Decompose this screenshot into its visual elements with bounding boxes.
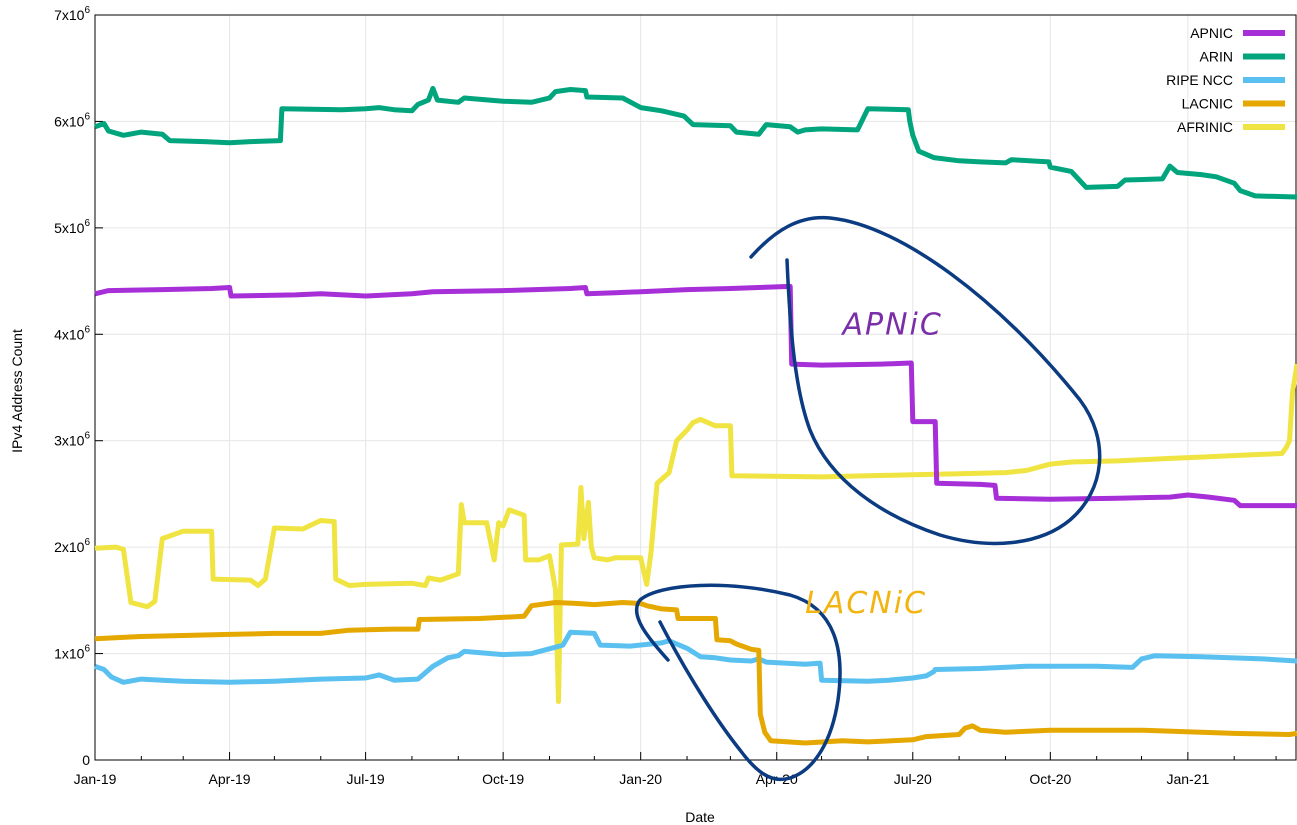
legend-label: RIPE NCC (1166, 72, 1233, 88)
y-tick-label: 1x106 (54, 644, 90, 662)
series-line-apnic (94, 283, 1297, 509)
x-tick-label: Jul-20 (894, 771, 932, 787)
legend-label: LACNIC (1182, 96, 1233, 112)
y-tick-label: 2x106 (54, 537, 90, 555)
series-line-afrinic (94, 363, 1297, 704)
axes: 0 1x106 2x106 3x106 4x106 5x106 6x106 7x106 Jan-… (54, 5, 1297, 787)
y-tick-label: 3x106 (54, 431, 90, 449)
lacnic-circle-annotation (634, 583, 842, 782)
series-line-arin (94, 85, 1297, 200)
y-tick-label: 6x106 (54, 111, 90, 129)
grid-lines (94, 14, 1297, 761)
x-tick-label: Jan-19 (74, 771, 117, 787)
legend: APNIC ARIN RIPE NCC LACNIC AFRINIC (1166, 25, 1285, 135)
y-tick-label: 4x106 (54, 324, 90, 342)
hand-annotations: APNiC LACNiC (634, 215, 1102, 782)
x-tick-label: Jul-19 (347, 771, 385, 787)
apnic-circle-annotation (749, 215, 1102, 546)
series-lines (94, 85, 1297, 746)
x-tick-label: Apr-19 (209, 771, 251, 787)
y-axis-label: IPv4 Address Count (9, 329, 25, 453)
series-line-lacnic (94, 600, 1297, 746)
lacnic-annotation-label: LACNiC (805, 586, 927, 621)
y-tick-label: 0 (82, 752, 90, 768)
legend-label: APNIC (1190, 25, 1233, 41)
series-line-ripe-ncc (94, 629, 1297, 685)
x-tick-label: Jan-20 (619, 771, 662, 787)
x-tick-label: Oct-19 (482, 771, 524, 787)
plot-frame (94, 14, 1297, 761)
apnic-annotation-label: APNiC (841, 307, 943, 342)
y-tick-label: 5x106 (54, 218, 90, 236)
x-axis-label: Date (685, 809, 715, 825)
legend-label: AFRINIC (1177, 119, 1233, 135)
legend-label: ARIN (1200, 49, 1233, 65)
x-tick-label: Jan-21 (1166, 771, 1209, 787)
x-tick-label: Oct-20 (1029, 771, 1071, 787)
y-tick-label: 7x106 (54, 5, 90, 23)
